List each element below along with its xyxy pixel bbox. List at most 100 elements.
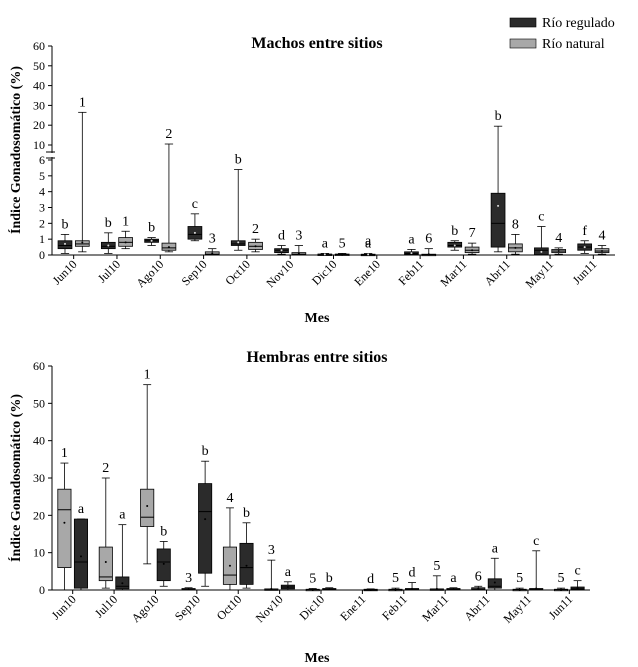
significance-label: 6 [425, 232, 432, 247]
machos-x-axis-label: Mes [305, 311, 330, 326]
mean-point [187, 588, 190, 591]
y-tick-label: 20 [33, 118, 45, 132]
x-tick-label: Mar11 [437, 257, 469, 289]
mean-point [557, 250, 560, 253]
mean-point [410, 252, 413, 255]
y-tick-label: 50 [33, 396, 45, 410]
machos-y-axis-label: Índice Gonadosomático (%) [7, 66, 24, 234]
mean-point [63, 521, 66, 524]
x-tick-label: May11 [523, 257, 557, 291]
y-tick-label: 40 [33, 79, 45, 93]
hembras-x-axis-label: Mes [305, 651, 330, 666]
x-tick-label: Sep10 [179, 257, 210, 288]
significance-label: a [322, 236, 329, 251]
significance-label: 1 [61, 446, 68, 461]
significance-label: 4 [555, 231, 562, 246]
mean-point [601, 250, 604, 253]
x-tick-label: Nov10 [263, 257, 296, 290]
y-tick-label: 40 [33, 434, 45, 448]
legend-label-natural: Río natural [542, 37, 605, 52]
significance-label: 7 [469, 226, 476, 241]
significance-label: 8 [512, 217, 519, 232]
mean-point [341, 253, 344, 256]
x-tick-label: Jul10 [95, 257, 123, 285]
y-tick-label: 1 [39, 232, 45, 246]
mean-point [583, 246, 586, 249]
hembras-y-axis-label: Índice Gonadosomático (%) [7, 394, 24, 562]
x-tick-label: Feb11 [395, 257, 426, 288]
mean-point [452, 588, 455, 591]
mean-point [311, 588, 314, 591]
y-tick-label: 4 [39, 185, 45, 199]
significance-label: 4 [226, 491, 233, 506]
significance-label: b [160, 524, 167, 539]
mean-point [471, 249, 474, 252]
mean-point [204, 518, 207, 521]
box [73, 518, 88, 589]
significance-label: b [243, 506, 250, 521]
significance-label: d [367, 572, 374, 587]
mean-point [411, 587, 414, 590]
x-tick-label: Jun10 [50, 257, 80, 287]
box [57, 488, 72, 569]
box [140, 488, 155, 527]
significance-label: 3 [268, 543, 275, 558]
y-tick-label: 0 [39, 583, 45, 597]
significance-label: b [148, 221, 155, 236]
mean-point [328, 588, 331, 591]
significance-label: 5 [433, 559, 440, 574]
x-tick-label: Oct10 [214, 592, 245, 623]
x-tick-label: Nov10 [253, 592, 286, 625]
significance-label: 5 [516, 571, 523, 586]
significance-label: 1 [122, 214, 129, 229]
x-tick-label: Ago10 [133, 257, 166, 290]
significance-label: 2 [252, 222, 259, 237]
significance-label: d [278, 229, 285, 244]
x-tick-label: Abr11 [482, 257, 513, 288]
mean-point [477, 587, 480, 590]
x-tick-label: Jul10 [92, 592, 120, 620]
mean-point [254, 245, 257, 248]
y-tick-label: 60 [33, 359, 45, 373]
mean-point [540, 250, 543, 253]
mean-point [245, 564, 248, 567]
significance-label: c [574, 564, 580, 579]
mean-point [270, 587, 273, 590]
significance-label: a [119, 508, 126, 523]
x-tick-label: Jun10 [49, 592, 79, 622]
significance-label: 5 [392, 571, 399, 586]
x-tick-label: Feb11 [379, 592, 410, 623]
mean-point [369, 588, 372, 591]
mean-point [323, 253, 326, 256]
significance-label: a [408, 232, 415, 247]
y-tick-label: 0 [39, 248, 45, 262]
significance-label: 5 [309, 572, 316, 587]
y-tick-label: 50 [33, 59, 45, 73]
y-tick-label: 6 [39, 153, 45, 167]
significance-label: 3 [295, 229, 302, 244]
x-tick-label: Mar11 [419, 592, 451, 624]
mean-point [286, 586, 289, 589]
x-tick-label: Jun11 [546, 592, 576, 622]
mean-point [121, 582, 124, 585]
significance-label: 1 [144, 368, 151, 383]
y-tick-label: 10 [33, 138, 45, 152]
mean-point [107, 244, 110, 247]
mean-point [493, 581, 496, 584]
significance-label: 5 [339, 236, 346, 251]
mean-point [297, 252, 300, 255]
box [239, 542, 254, 585]
significance-label: 3 [185, 571, 192, 586]
mean-point [394, 588, 397, 591]
significance-label: b [326, 571, 333, 586]
significance-label: a [365, 236, 372, 251]
significance-label: 5 [558, 571, 565, 586]
x-tick-label: Oct10 [222, 257, 253, 288]
legend-swatch-regulado [509, 17, 537, 28]
mean-point [146, 505, 149, 507]
significance-label: b [202, 444, 209, 459]
significance-label: 2 [165, 127, 172, 142]
significance-label: 3 [209, 232, 216, 247]
mean-point [560, 588, 563, 591]
